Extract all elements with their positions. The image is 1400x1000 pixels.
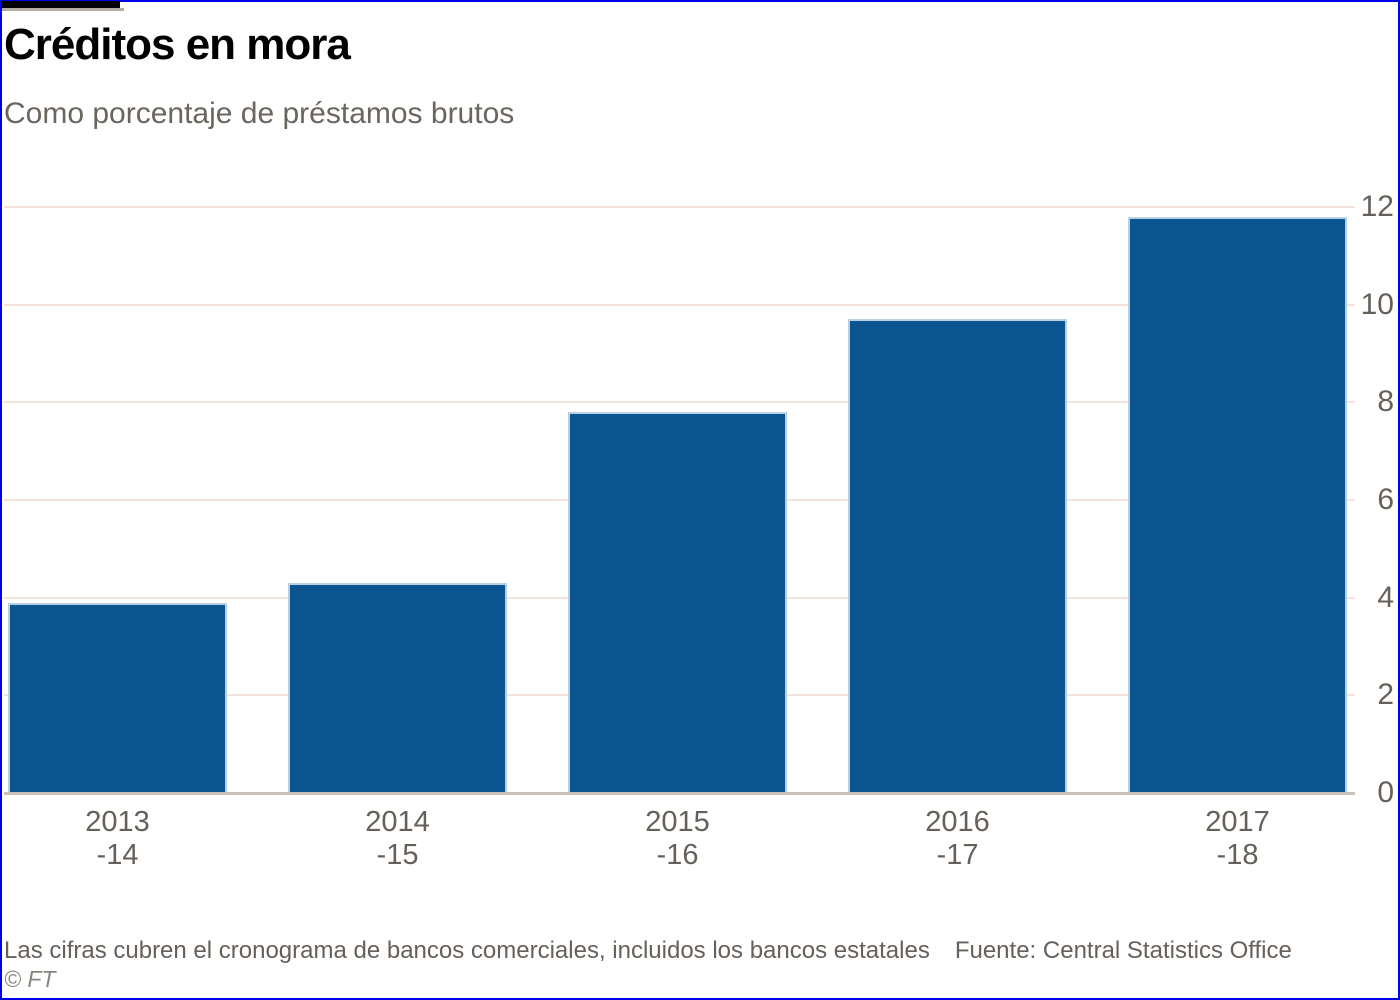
x-tick-label-2015-16: 2015 -16	[538, 806, 818, 872]
bar-2015-16	[568, 412, 787, 793]
x-tick-label-2014-15: 2014 -15	[258, 806, 538, 872]
y-tick-label-4: 4	[1377, 580, 1394, 614]
chart-subtitle: Como porcentaje de préstamos brutos	[4, 97, 515, 130]
x-tick-label-line: 2017	[1205, 806, 1270, 838]
x-tick-label-2017-18: 2017 -18	[1098, 806, 1378, 872]
x-tick-label-2016-17: 2016 -17	[818, 806, 1098, 872]
x-tick-label-line: -14	[96, 839, 139, 871]
footnote: Las cifras cubren el cronograma de banco…	[4, 937, 1292, 965]
y-tick-label-6: 6	[1377, 483, 1394, 516]
ft-black-tab	[2, 1, 120, 8]
x-tick-label-line: -17	[936, 839, 979, 871]
y-tick-label-2: 2	[1377, 678, 1394, 712]
chart-title: Créditos en mora	[4, 20, 351, 69]
bar-2013-14	[8, 602, 227, 793]
x-tick-label-line: 2014	[365, 806, 430, 838]
x-tick-label-line: -15	[376, 839, 419, 871]
x-tick-label-line: 2016	[925, 806, 990, 838]
y-tick-label-12: 12	[1360, 190, 1394, 223]
bar-2017-18	[1128, 216, 1347, 793]
ft-black-tab-shadow	[2, 8, 124, 11]
x-tick-label-line: 2015	[645, 806, 710, 838]
x-tick-label-line: -16	[656, 839, 699, 871]
x-tick-label-2013-14: 2013 -14	[0, 806, 258, 872]
footnote-note: Las cifras cubren el cronograma de banco…	[4, 937, 930, 964]
x-tick-label-line: 2013	[85, 806, 150, 838]
gridline-10	[4, 303, 1355, 306]
x-axis-baseline	[4, 792, 1355, 795]
bar-2014-15	[288, 583, 507, 793]
footnote-source: Fuente: Central Statistics Office	[954, 937, 1292, 964]
bar-2016-17	[848, 319, 1067, 793]
plot-area	[4, 206, 1355, 795]
gridline-12	[4, 206, 1355, 208]
y-tick-label-8: 8	[1377, 385, 1394, 419]
gridline-8	[4, 401, 1355, 404]
y-tick-label-0: 0	[1377, 776, 1394, 809]
copyright-ft: © FT	[4, 966, 56, 992]
y-tick-label-10: 10	[1360, 287, 1394, 321]
x-tick-label-line: -18	[1216, 839, 1259, 871]
